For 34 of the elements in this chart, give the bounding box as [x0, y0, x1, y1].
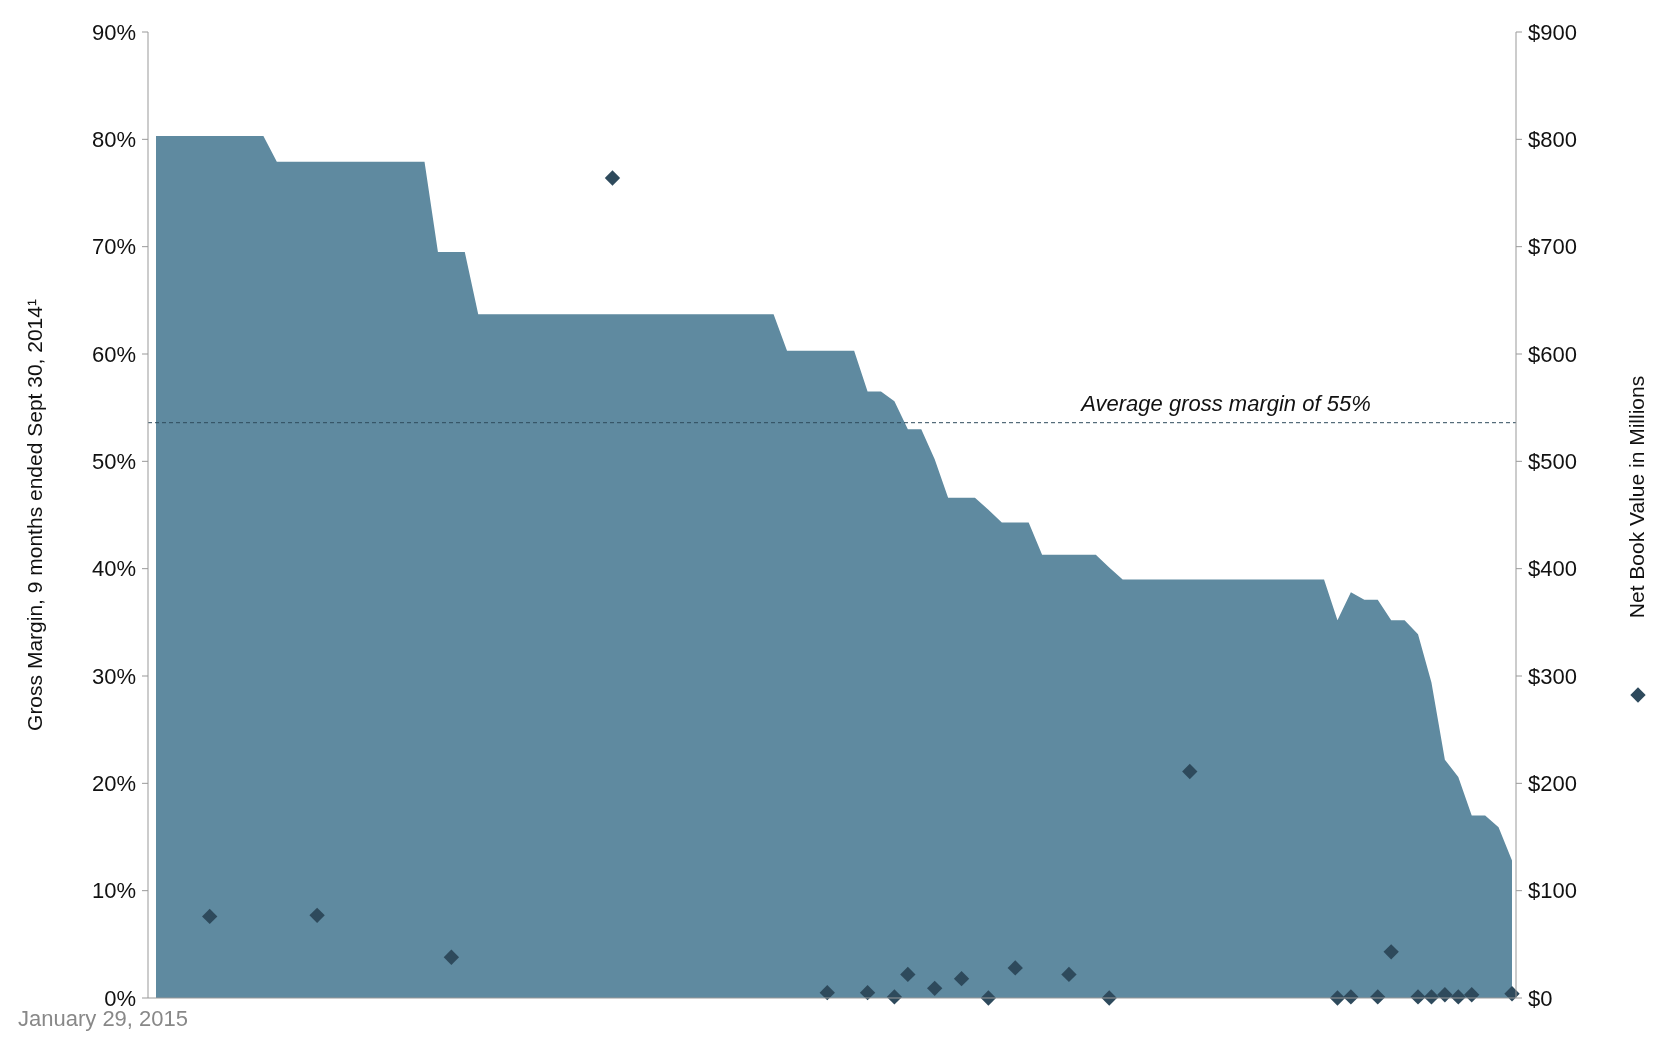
y2-tick-label: $900 — [1528, 19, 1577, 45]
point — [900, 966, 916, 983]
point — [953, 971, 970, 987]
y-axis-title: Gross Margin, 9 months ended Sept 30, 2014¹ — [23, 299, 46, 731]
y-tick-label: 60% — [91, 341, 136, 367]
y-tick-label: 10% — [91, 878, 136, 904]
point — [202, 908, 218, 925]
point — [443, 949, 460, 965]
y2-tick-label: $600 — [1528, 341, 1577, 367]
point — [1182, 763, 1198, 780]
y2-tick-label: $400 — [1528, 556, 1577, 582]
point — [309, 907, 325, 924]
y-tick-label: 80% — [91, 127, 136, 153]
y-tick-label: 90% — [91, 19, 136, 45]
y-tick-label: 40% — [91, 556, 136, 582]
y-tick-label: 20% — [91, 771, 136, 797]
point — [819, 984, 835, 1001]
y2-tick-label: $200 — [1528, 771, 1577, 797]
ref-line-label: Average gross margin of 55% — [1079, 390, 1371, 416]
y2-tick-label: $700 — [1528, 234, 1577, 260]
y2-tick-label: $100 — [1528, 878, 1577, 904]
point — [1061, 966, 1077, 983]
point — [1007, 960, 1023, 976]
point — [1383, 944, 1399, 960]
y-tick-label: 30% — [91, 663, 136, 689]
y2-tick-label: $800 — [1528, 127, 1577, 153]
y-tick-label: 70% — [91, 234, 136, 260]
y2-tick-label: $0 — [1528, 985, 1553, 1011]
point — [927, 980, 943, 997]
point — [604, 170, 621, 186]
y2-tick-label: $300 — [1528, 663, 1577, 689]
y2-axis-title: Net Book Value in Millions — [1625, 375, 1648, 619]
y-tick-label: 50% — [91, 449, 136, 475]
y2-tick-label: $500 — [1528, 449, 1577, 475]
